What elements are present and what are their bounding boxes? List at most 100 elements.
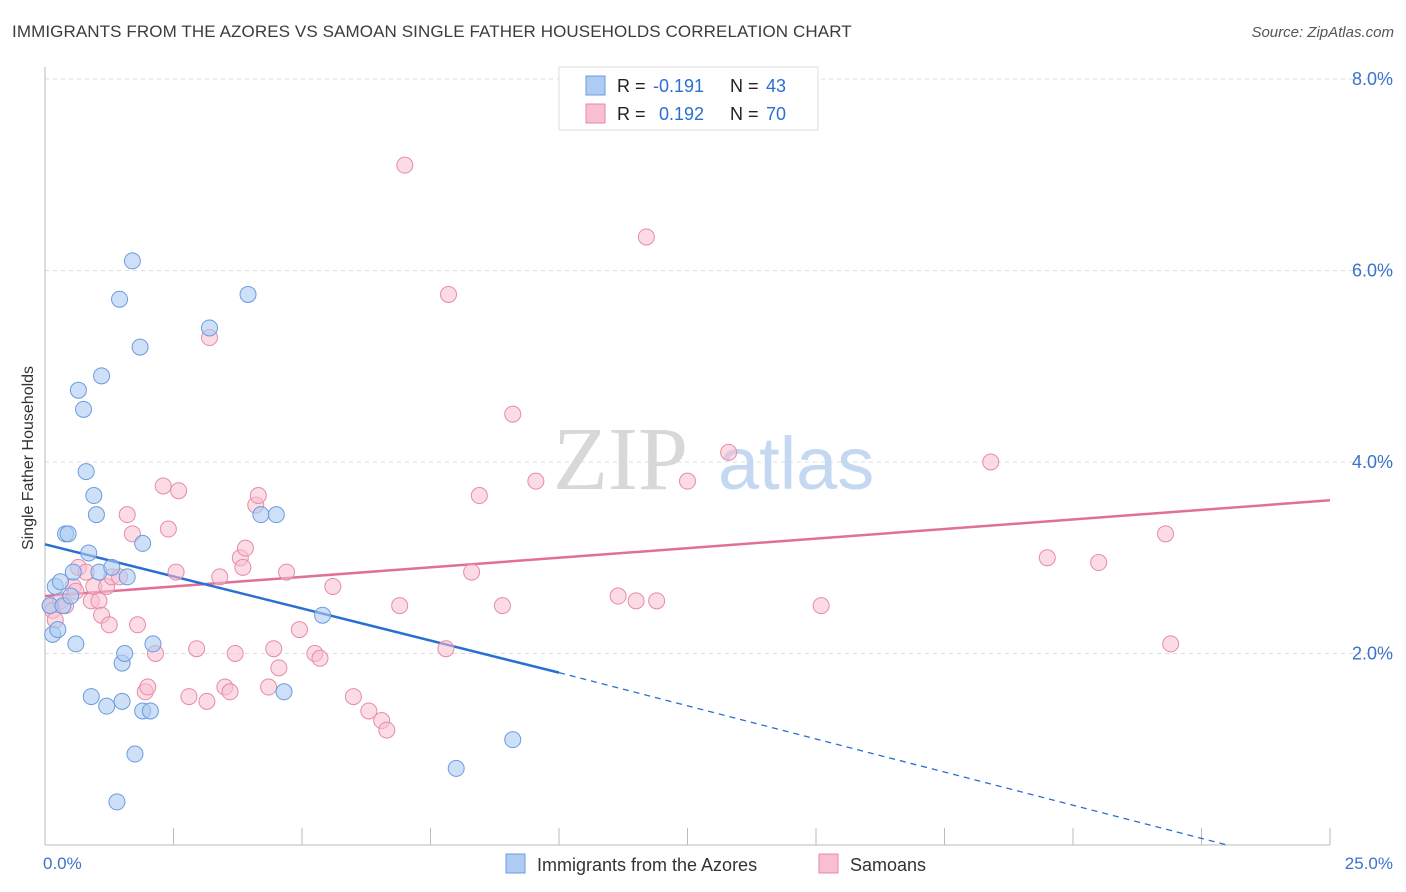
samoans-point bbox=[139, 678, 157, 696]
samoans-point bbox=[679, 472, 696, 490]
samoans-point bbox=[265, 640, 283, 658]
azores-point bbox=[49, 621, 67, 639]
azores-legend-swatch bbox=[585, 75, 606, 96]
samoans-point bbox=[211, 568, 229, 586]
azores-point bbox=[504, 731, 522, 749]
y-tick-label: 8.0% bbox=[1352, 69, 1393, 89]
samoans-point bbox=[159, 520, 177, 538]
samoans-point bbox=[154, 477, 172, 495]
azores-point bbox=[252, 506, 270, 524]
azores-n-value: 43 bbox=[766, 76, 786, 96]
azores-point bbox=[67, 635, 85, 653]
y-axis-label: Single Father Households bbox=[20, 366, 37, 550]
samoans-legend-swatch bbox=[585, 103, 606, 124]
azores-trend-line bbox=[44, 543, 560, 674]
samoans-r-label: R = bbox=[617, 104, 646, 124]
azores-bottom-swatch bbox=[505, 853, 526, 874]
samoans-n-value: 70 bbox=[766, 104, 786, 124]
azores-point bbox=[275, 683, 293, 701]
azores-point bbox=[239, 285, 257, 303]
samoans-point bbox=[648, 592, 666, 610]
azores-point bbox=[98, 697, 116, 715]
samoans-point bbox=[118, 506, 136, 524]
azores-point bbox=[75, 400, 93, 418]
azores-point bbox=[59, 525, 77, 543]
samoans-point bbox=[1162, 635, 1180, 653]
samoans-point bbox=[627, 592, 645, 610]
samoans-point bbox=[437, 640, 455, 658]
samoans-point bbox=[504, 405, 522, 423]
azores-points bbox=[41, 252, 522, 811]
samoans-point bbox=[720, 443, 738, 461]
azores-point bbox=[267, 506, 285, 524]
x-tick-label-max: 25.0% bbox=[1345, 854, 1393, 873]
samoans-point bbox=[378, 721, 396, 739]
azores-point bbox=[87, 506, 105, 524]
azores-point bbox=[80, 544, 98, 562]
samoans-point bbox=[170, 482, 188, 500]
samoans-point bbox=[1090, 554, 1108, 572]
samoans-point bbox=[463, 563, 481, 581]
samoans-bottom-swatch bbox=[818, 853, 839, 874]
azores-point bbox=[144, 635, 162, 653]
azores-point bbox=[113, 692, 131, 710]
azores-point bbox=[118, 568, 136, 586]
samoans-point bbox=[311, 649, 329, 667]
samoans-point bbox=[324, 577, 342, 595]
samoans-point bbox=[100, 616, 118, 634]
samoans-point bbox=[637, 228, 655, 246]
samoans-point bbox=[90, 592, 108, 610]
azores-r-label: R = bbox=[617, 76, 646, 96]
source-credit: Source: ZipAtlas.com bbox=[1251, 24, 1394, 41]
samoans-point bbox=[812, 597, 830, 615]
samoans-point bbox=[1157, 525, 1175, 543]
azores-point bbox=[141, 702, 159, 720]
azores-point bbox=[447, 759, 465, 777]
samoans-point bbox=[188, 640, 206, 658]
azores-point bbox=[77, 463, 95, 481]
samoans-point bbox=[278, 563, 296, 581]
samoans-point bbox=[129, 616, 147, 634]
azores-point bbox=[200, 319, 218, 337]
samoans-point bbox=[609, 587, 627, 605]
samoans-point bbox=[226, 645, 244, 662]
samoans-trend-line bbox=[44, 499, 1331, 598]
samoans-point bbox=[167, 563, 185, 581]
samoans-point bbox=[439, 285, 457, 303]
samoans-point bbox=[290, 621, 308, 639]
samoans-point bbox=[396, 156, 414, 174]
samoans-point bbox=[493, 597, 511, 615]
correlation-legend: R = -0.191 N = 43 R = 0.192 N = 70 bbox=[558, 66, 819, 131]
azores-point bbox=[108, 793, 126, 811]
samoans-point bbox=[527, 472, 545, 490]
azores-point bbox=[103, 558, 121, 576]
samoans-r-value: 0.192 bbox=[659, 104, 704, 124]
azores-point bbox=[85, 487, 103, 505]
samoans-point bbox=[270, 659, 288, 677]
y-tick-label: 2.0% bbox=[1352, 644, 1393, 664]
samoans-point bbox=[360, 702, 378, 720]
azores-point bbox=[62, 587, 80, 605]
watermark-atlas: atlas bbox=[718, 422, 874, 505]
samoans-point bbox=[249, 487, 267, 505]
samoans-point bbox=[1038, 549, 1056, 567]
series-legend: Immigrants from the Azores Samoans bbox=[505, 853, 926, 875]
azores-n-label: N = bbox=[730, 76, 759, 96]
samoans-legend-label: Samoans bbox=[850, 855, 926, 875]
chart-title: IMMIGRANTS FROM THE AZORES VS SAMOAN SIN… bbox=[12, 22, 852, 41]
samoans-point bbox=[344, 688, 362, 706]
samoans-n-label: N = bbox=[730, 104, 759, 124]
azores-point bbox=[64, 563, 82, 581]
y-tick-label: 4.0% bbox=[1352, 452, 1393, 472]
azores-legend-label: Immigrants from the Azores bbox=[537, 855, 757, 875]
x-tick-label-min: 0.0% bbox=[43, 854, 82, 873]
samoans-point bbox=[260, 678, 278, 696]
azores-point bbox=[131, 338, 149, 356]
samoans-point bbox=[236, 539, 254, 557]
azores-point bbox=[314, 606, 332, 624]
y-tick-labels: 2.0% 4.0% 6.0% 8.0% bbox=[1352, 69, 1393, 664]
azores-point bbox=[111, 290, 129, 308]
samoans-point bbox=[234, 558, 252, 576]
azores-trend-extension bbox=[558, 672, 1228, 846]
samoans-point bbox=[470, 487, 488, 505]
